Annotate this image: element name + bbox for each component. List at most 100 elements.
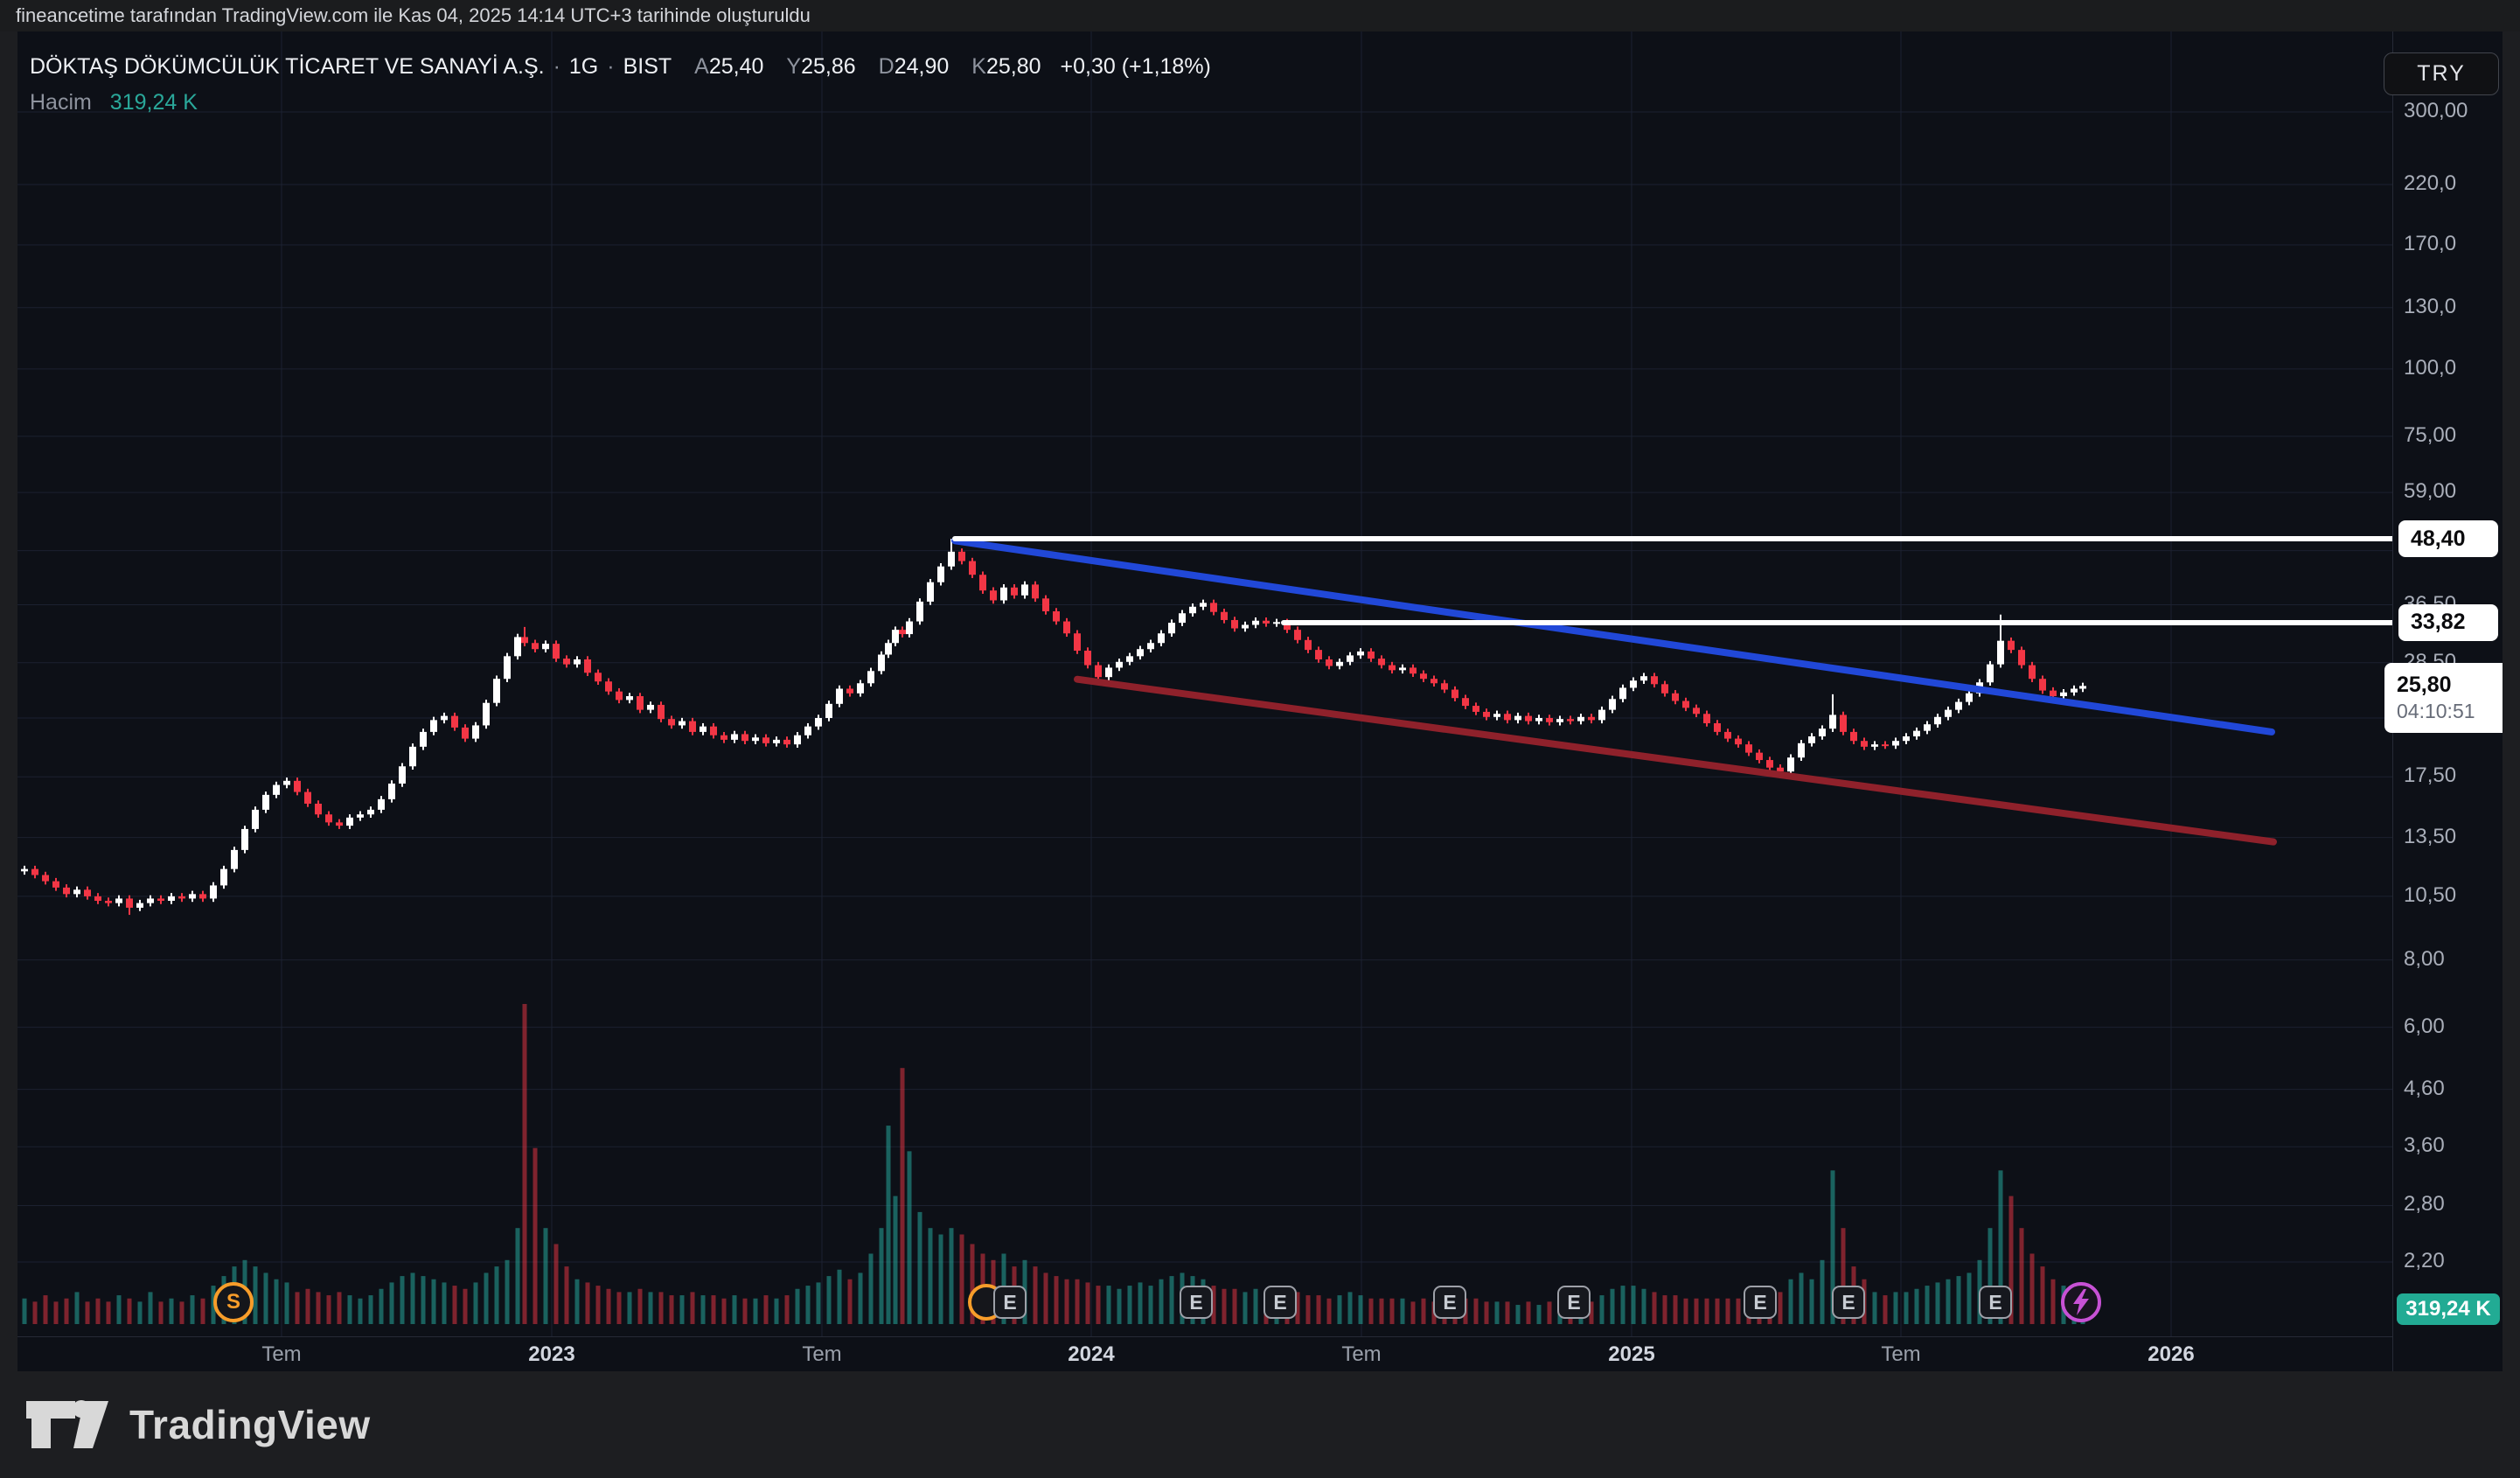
interval-label[interactable]: 1G — [568, 54, 599, 79]
candle-body — [1945, 709, 1952, 717]
candle-body — [1630, 680, 1637, 688]
candle-body — [937, 566, 944, 582]
trendline-descending-support[interactable] — [1074, 675, 2277, 846]
candle-body — [1472, 706, 1479, 712]
price-axis-label: 17,50 — [2404, 763, 2457, 788]
volume-bar — [1725, 1298, 1730, 1324]
volume-bar — [1064, 1279, 1069, 1324]
earnings-badge[interactable]: E — [1433, 1286, 1466, 1319]
volume-label[interactable]: Hacim — [30, 90, 92, 115]
candle-body — [794, 735, 801, 745]
time-axis-label: Tem — [1881, 1342, 1921, 1366]
volume-bar — [700, 1295, 706, 1324]
earnings-badge[interactable]: E — [1979, 1286, 2012, 1319]
currency-button[interactable]: TRY — [2384, 52, 2499, 95]
attribution-bar: fineancetime tarafından TradingView.com … — [0, 0, 2520, 31]
candle-body — [1850, 731, 1857, 742]
trendline-descending-resistance[interactable] — [951, 537, 2275, 736]
earnings-badge[interactable]: E — [1180, 1286, 1213, 1319]
candle-body — [2060, 692, 2067, 697]
candle-body — [1682, 701, 1689, 708]
price-axis-label: 2,80 — [2404, 1192, 2445, 1217]
price-axis-label: 59,00 — [2404, 479, 2457, 504]
volume-bar — [553, 1244, 559, 1324]
volume-bar — [1337, 1295, 1342, 1324]
earnings-badge[interactable]: E — [1832, 1286, 1865, 1319]
candle-body — [1913, 730, 1920, 736]
price-axis-label: 2,20 — [2404, 1249, 2445, 1272]
volume-bar — [585, 1282, 590, 1324]
volume-bar — [805, 1286, 811, 1324]
candle-body — [1987, 664, 1994, 683]
time-axis[interactable]: Tem 2023 Tem 2024 Tem 2025 Tem 2026 — [17, 1336, 2392, 1371]
volume-bar — [907, 1151, 912, 1324]
volume-bar — [784, 1295, 790, 1324]
earnings-badge[interactable]: E — [1744, 1286, 1777, 1319]
volume-bar — [886, 1126, 891, 1324]
separator-dot: · — [553, 54, 560, 79]
volume-bar — [1075, 1279, 1080, 1324]
earnings-badge[interactable]: E — [993, 1286, 1027, 1319]
candle-body — [273, 784, 280, 795]
candle-body — [700, 726, 707, 732]
candle-body — [1000, 587, 1007, 601]
candle-body — [710, 726, 717, 736]
volume-bar — [637, 1288, 643, 1324]
latest-event-badge[interactable] — [2061, 1282, 2101, 1322]
volume-bar — [1987, 1228, 1993, 1324]
candle-body — [1410, 667, 1417, 674]
candle-body — [878, 654, 885, 672]
candle-body — [773, 739, 780, 743]
lightning-icon — [2073, 1289, 2089, 1315]
candle-body — [1179, 613, 1186, 624]
tradingview-logo[interactable]: TradingView — [26, 1399, 371, 1450]
candle-body — [679, 721, 686, 726]
candle-body — [1829, 715, 1836, 729]
candle-body — [783, 739, 790, 745]
candle-body — [31, 868, 38, 875]
volume-bar — [595, 1286, 601, 1324]
candle-body — [1011, 587, 1018, 596]
candle-body — [105, 901, 112, 903]
volume-bar — [158, 1301, 164, 1324]
candle-body — [1525, 715, 1532, 722]
volume-bar — [1159, 1279, 1164, 1324]
candle-body — [1347, 655, 1354, 662]
candle-body — [1766, 760, 1773, 768]
candle-body — [2039, 679, 2046, 691]
price-axis-label: 220,0 — [2404, 171, 2457, 195]
symbol-name[interactable]: DÖKTAŞ DÖKÜMCÜLÜK TİCARET VE SANAYİ A.Ş. — [30, 54, 545, 79]
volume-bar — [1054, 1276, 1059, 1324]
volume-bar — [2019, 1228, 2024, 1324]
volume-bar — [1799, 1272, 1804, 1324]
candle-body — [637, 696, 644, 710]
split-badge[interactable]: S — [213, 1282, 254, 1322]
earnings-badge[interactable]: E — [1557, 1286, 1591, 1319]
volume-bar — [1883, 1295, 1888, 1324]
candle-body — [1588, 716, 1595, 721]
candle-body — [1074, 633, 1081, 652]
candle-body — [1535, 717, 1542, 722]
candle-body — [1357, 651, 1364, 656]
chart-canvas[interactable] — [17, 31, 2392, 1336]
candle-body — [504, 656, 511, 680]
volume-bar — [137, 1301, 143, 1324]
volume-bar — [679, 1295, 685, 1324]
price-axis[interactable]: 300,00220,0170,0130,0100,075,0059,0036,5… — [2384, 31, 2503, 1371]
candle-body — [1997, 640, 2004, 665]
volume-bar — [410, 1272, 415, 1324]
volume-bar — [574, 1279, 580, 1324]
candle-body — [689, 721, 696, 732]
candle-body — [1021, 584, 1028, 596]
volume-bar — [505, 1259, 510, 1324]
volume-bar — [533, 1147, 538, 1324]
candle-body — [1263, 620, 1270, 624]
volume-bar — [284, 1282, 289, 1324]
earnings-badge[interactable]: E — [1263, 1286, 1297, 1319]
volume-bar — [400, 1276, 405, 1324]
time-axis-label: Tem — [802, 1342, 842, 1366]
candle-body — [325, 814, 332, 823]
candle-body — [210, 885, 217, 899]
exchange-label[interactable]: BIST — [623, 54, 672, 79]
volume-bar — [1484, 1301, 1489, 1324]
